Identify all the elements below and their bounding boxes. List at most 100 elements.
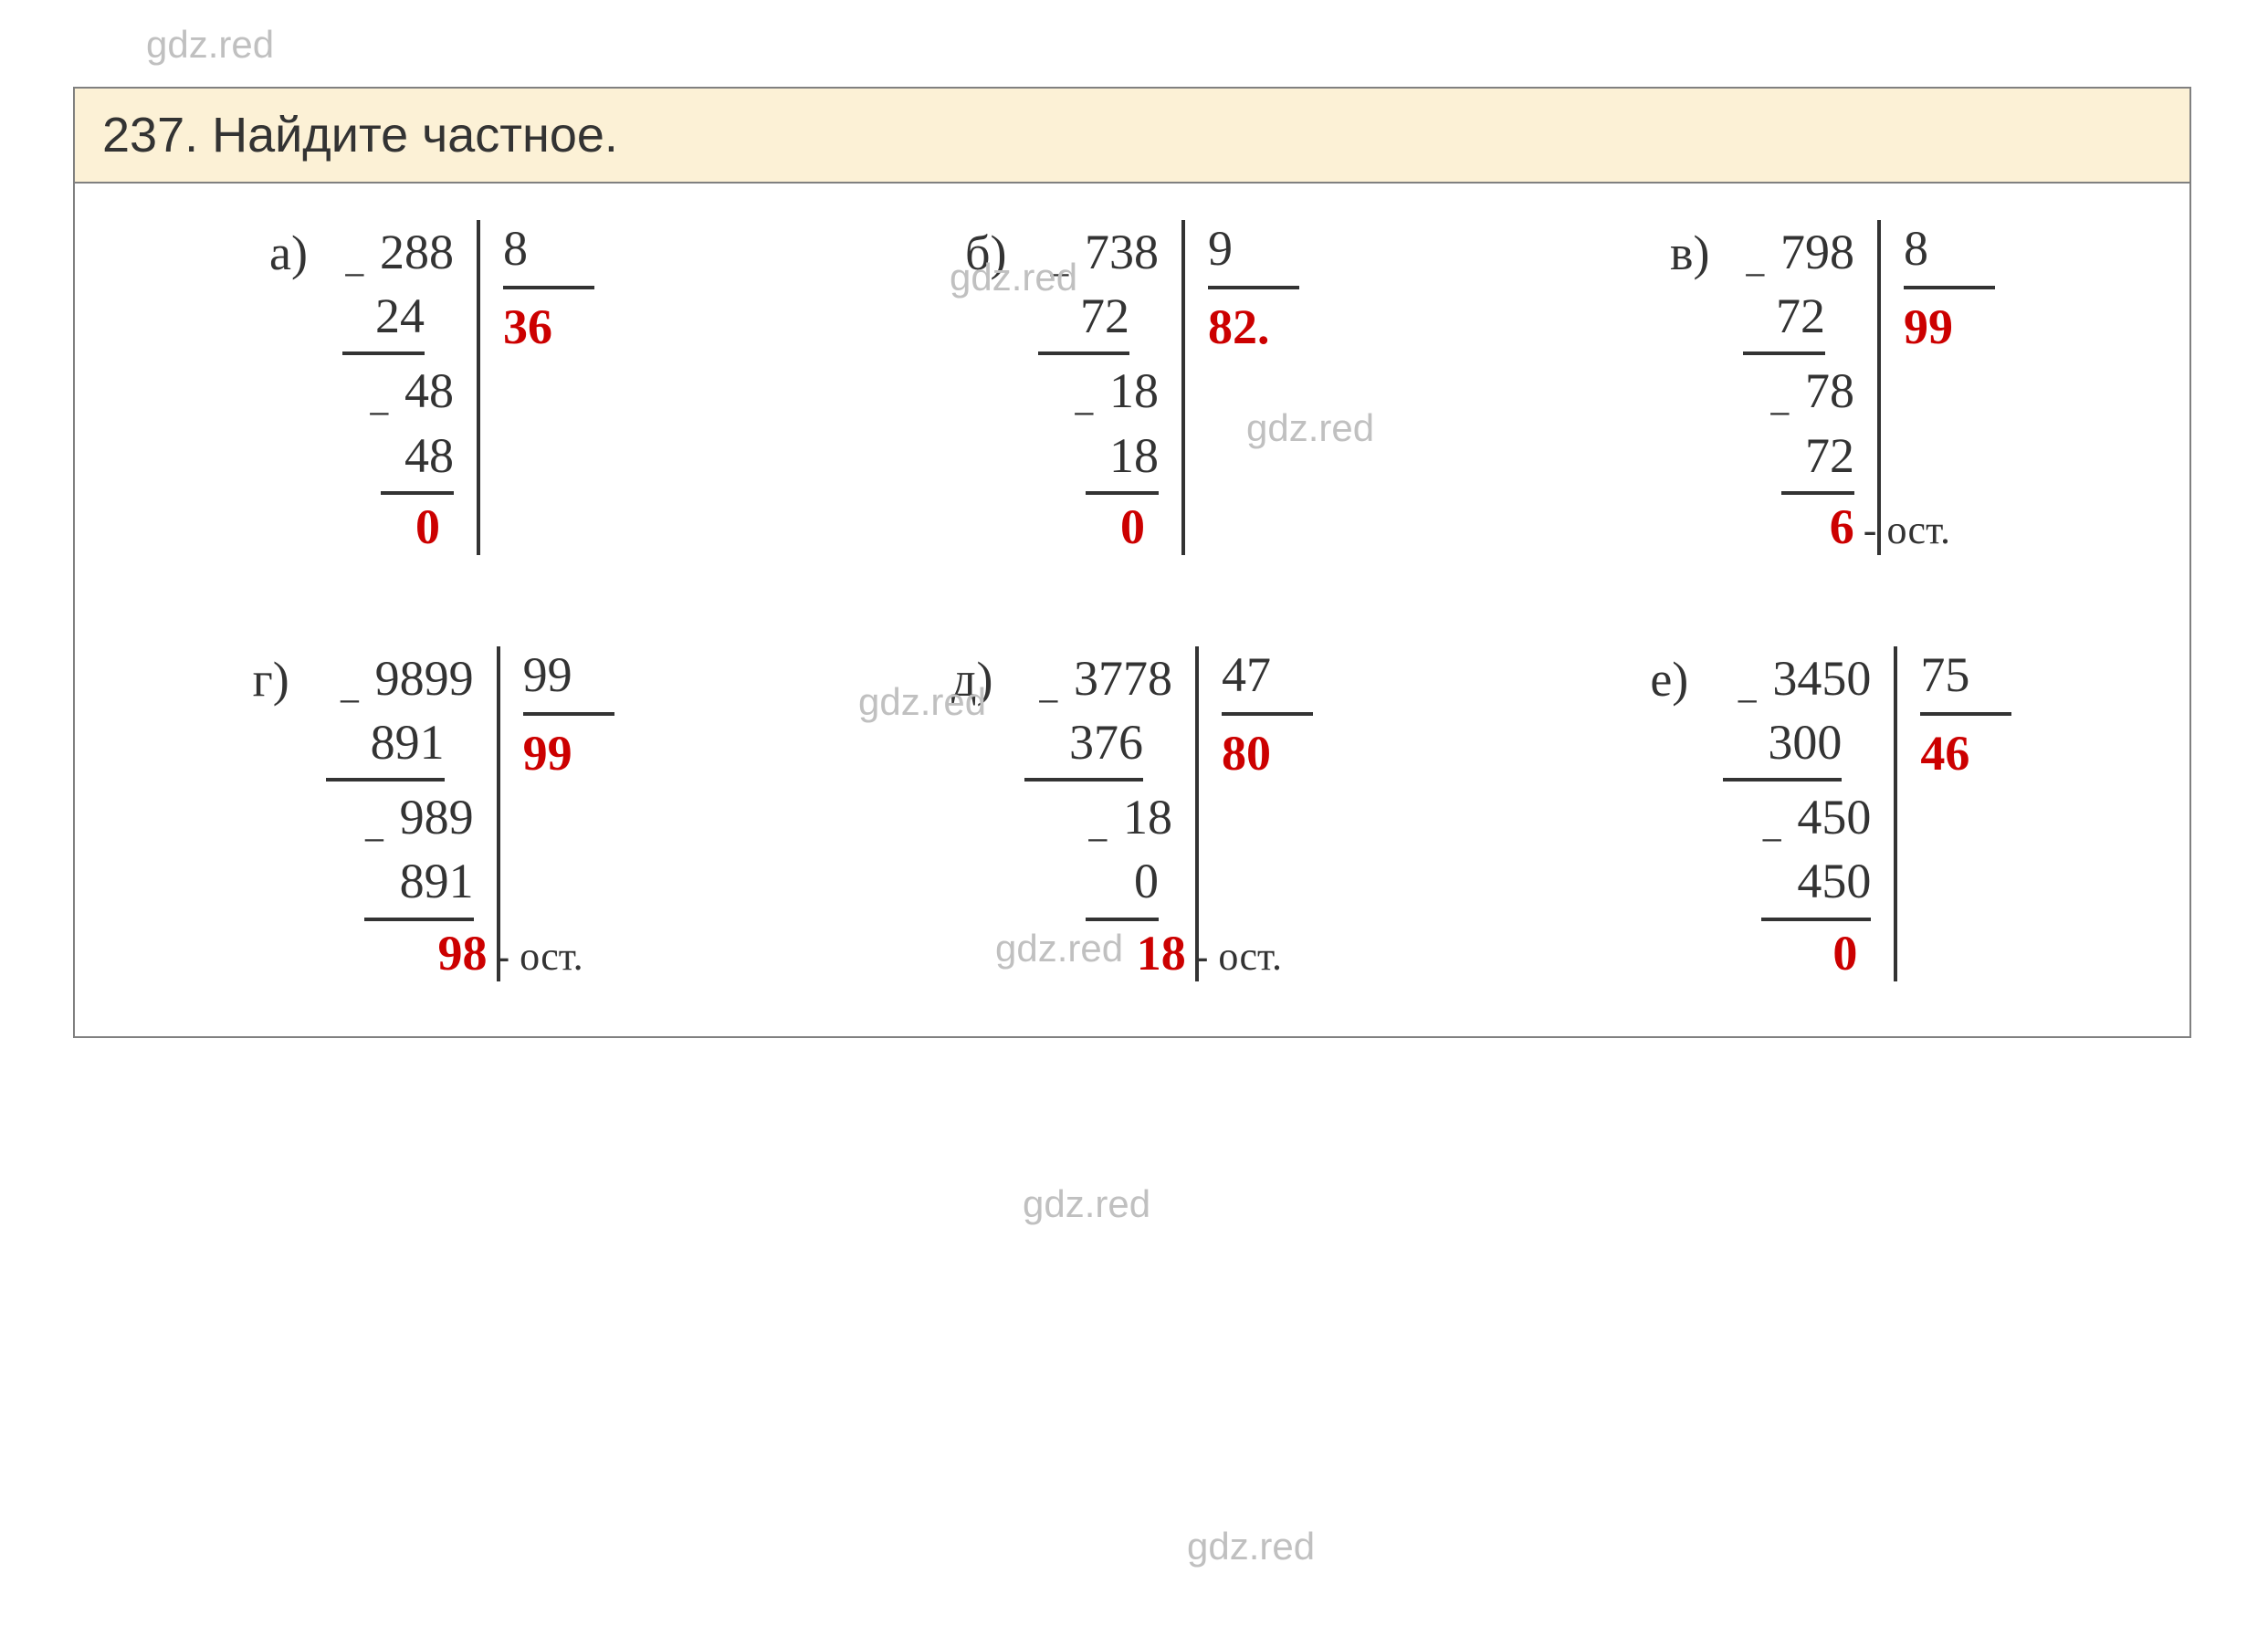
divisor-column: 982. <box>1181 220 1299 555</box>
partial-dividend: −989 <box>400 785 474 849</box>
quotient-value: 36 <box>503 286 594 355</box>
dividend-value: 738 <box>1085 220 1159 284</box>
underline <box>1086 491 1159 495</box>
underline <box>1781 491 1854 495</box>
partial-value: 18 <box>1123 785 1172 849</box>
division-block: −3778376−18018- ост.4780 <box>1024 646 1313 981</box>
division-block: −9899891−98989198- ост.9999 <box>326 646 614 981</box>
minus-icon: − <box>363 814 386 866</box>
problem-title: 237. Найдите частное. <box>75 89 2189 184</box>
problem-a: а)−28824−48480836 <box>269 220 594 555</box>
dividend: −798 <box>1780 220 1854 284</box>
remainder-line: 0 <box>1832 925 1871 981</box>
problem-d: г)−9899891−98989198- ост.9999 <box>253 646 614 981</box>
dividend-column: −3450300−4504500 <box>1723 646 1894 981</box>
partial-value: 989 <box>400 785 474 849</box>
divisor-value: 47 <box>1222 646 1271 712</box>
subtrahend: 450 <box>1797 849 1871 913</box>
dividend-column: −79872−78726- ост. <box>1743 220 1877 555</box>
quotient-value: 99 <box>523 712 614 782</box>
remainder-line: 0 <box>1120 498 1159 555</box>
divisor-column: 4780 <box>1195 646 1313 981</box>
partial-dividend: −450 <box>1797 785 1871 849</box>
minus-icon: − <box>1760 814 1783 866</box>
dividend-value: 3450 <box>1772 646 1871 710</box>
problem-c: в)−79872−78726- ост.899 <box>1670 220 1995 555</box>
watermark: gdz.red <box>1187 1525 1315 1568</box>
dividend-column: −9899891−98989198- ост. <box>326 646 497 981</box>
minus-icon: − <box>339 676 362 728</box>
minus-icon: − <box>368 388 391 440</box>
dividend: −3450 <box>1772 646 1871 710</box>
underline <box>1743 351 1825 355</box>
dividend: −3778 <box>1074 646 1172 710</box>
partial-dividend: −18 <box>1123 785 1172 849</box>
partial-value: 48 <box>404 359 454 423</box>
underline <box>342 351 425 355</box>
underline <box>364 918 474 921</box>
minus-icon: − <box>1037 676 1060 728</box>
problem-row-1: а)−28824−48480836 б)−73872−18180982. в)−… <box>102 220 2162 555</box>
dividend: −288 <box>380 220 454 284</box>
problem-e: д)−3778376−18018- ост.4780 <box>951 646 1313 981</box>
partial-value: 450 <box>1797 785 1871 849</box>
minus-icon: − <box>1769 388 1791 440</box>
partial-dividend: −78 <box>1805 359 1854 423</box>
division-block: −73872 −1818 0 982. <box>1038 220 1299 555</box>
subtrahend: 48 <box>404 424 454 488</box>
quotient-value: 46 <box>1920 712 2011 782</box>
division-block: −28824−48480836 <box>342 220 594 555</box>
divisor-value: 9 <box>1208 220 1233 286</box>
minus-icon: − <box>1744 249 1767 301</box>
subtrahend: 72 <box>1080 284 1159 348</box>
problem-label: б) <box>965 225 1029 281</box>
subtrahend: 72 <box>1805 424 1854 488</box>
quotient-value: 80 <box>1222 712 1313 782</box>
quotient-value: 82. <box>1208 286 1299 355</box>
partial-value: 18 <box>1109 359 1159 423</box>
underline <box>1024 778 1143 782</box>
subtrahend: 891 <box>371 710 474 774</box>
dividend-value: 798 <box>1780 220 1854 284</box>
problem-f: е)−3450300−45045007546 <box>1650 646 2011 981</box>
remainder-value: 98 <box>437 925 487 981</box>
minus-icon: − <box>1048 249 1071 301</box>
remainder-value: 18 <box>1137 925 1186 981</box>
problem-label: в) <box>1670 225 1734 281</box>
problem-label: а) <box>269 225 333 281</box>
underline <box>1761 918 1871 921</box>
dividend-value: 288 <box>380 220 454 284</box>
divisor-column: 899 <box>1877 220 1995 555</box>
worksheet-container: 237. Найдите частное. а)−28824−48480836 … <box>73 87 2191 1038</box>
subtrahend: 0 <box>1134 849 1172 913</box>
divisor-value: 8 <box>1904 220 1928 286</box>
underline <box>1086 918 1159 921</box>
dividend: −738 <box>1085 220 1159 284</box>
dividend-value: 3778 <box>1074 646 1172 710</box>
subtrahend: 891 <box>400 849 474 913</box>
remainder-value: 0 <box>1832 925 1857 981</box>
subtrahend: 24 <box>375 284 454 348</box>
underline <box>1038 351 1129 355</box>
minus-icon: − <box>343 249 366 301</box>
divisor-value: 75 <box>1920 646 1969 712</box>
dividend-value: 9899 <box>375 646 474 710</box>
minus-icon: − <box>1736 676 1759 728</box>
problem-b: б)−73872−18180982. <box>965 220 1299 555</box>
divisor-column: 836 <box>477 220 594 555</box>
remainder-value: 6 <box>1830 498 1854 555</box>
partial-dividend: −18 <box>1109 359 1159 423</box>
subtrahend: 376 <box>1069 710 1172 774</box>
watermark: gdz.red <box>1023 1182 1150 1226</box>
underline <box>326 778 445 782</box>
dividend-column: −28824−48480 <box>342 220 477 555</box>
division-block: −79872−78726- ост.899 <box>1743 220 1995 555</box>
divisor-column: 7546 <box>1894 646 2011 981</box>
divisor-value: 99 <box>523 646 572 712</box>
division-block: −3450300−45045007546 <box>1723 646 2011 981</box>
dividend: −9899 <box>375 646 474 710</box>
remainder-value: 0 <box>1120 498 1145 555</box>
quotient-value: 99 <box>1904 286 1995 355</box>
dividend-column: −73872 −1818 0 <box>1038 220 1181 555</box>
subtrahend: 72 <box>1776 284 1854 348</box>
